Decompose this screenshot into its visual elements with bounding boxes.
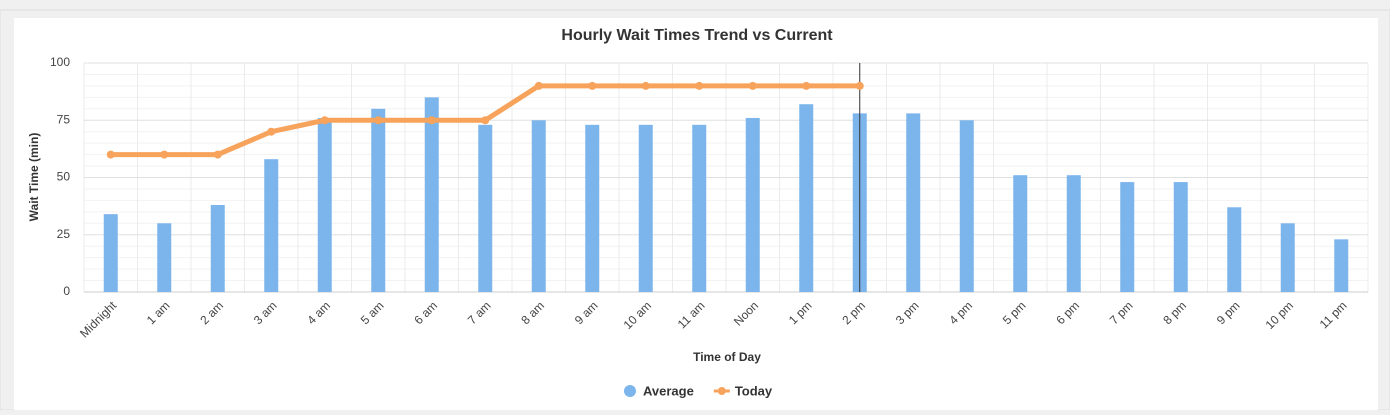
bar [692, 124, 707, 292]
bar [1013, 175, 1028, 292]
bar [478, 124, 493, 292]
bar [210, 204, 225, 292]
bar [531, 120, 546, 292]
line-point [748, 81, 757, 90]
line-point [641, 81, 650, 90]
line-point [320, 116, 329, 125]
line-point [802, 81, 811, 90]
y-tick-label: 0 [63, 284, 70, 298]
bar [317, 117, 332, 293]
bar [638, 124, 653, 292]
line-point [427, 116, 436, 125]
line-point [106, 150, 115, 159]
bar [1120, 182, 1135, 292]
bar [424, 97, 439, 292]
legend-label: Today [735, 383, 773, 398]
line-point [695, 81, 704, 90]
line-point [267, 127, 276, 136]
bar [264, 159, 279, 292]
bar [1066, 175, 1081, 292]
bar [906, 113, 921, 292]
line-point [855, 81, 864, 90]
bar [103, 214, 118, 292]
bar [799, 104, 814, 292]
bar [1334, 239, 1349, 292]
x-axis-title: Time of Day [693, 350, 761, 364]
legend-symbol [717, 387, 726, 395]
chart-title: Hourly Wait Times Trend vs Current [561, 27, 833, 44]
y-axis-title: Wait Time (min) [27, 133, 41, 222]
bar [1173, 182, 1188, 292]
line-point [588, 81, 597, 90]
bar [1227, 207, 1242, 292]
line-point [534, 81, 543, 90]
y-tick-label: 75 [57, 112, 71, 126]
bar [157, 223, 172, 292]
line-point [160, 150, 169, 159]
bar [371, 108, 386, 292]
line-point [374, 116, 383, 125]
bar [1280, 223, 1295, 292]
legend-label: Average [643, 383, 694, 398]
bar [585, 124, 600, 292]
line-point [213, 150, 222, 159]
y-tick-label: 100 [50, 55, 70, 69]
bar [745, 117, 760, 293]
y-tick-label: 50 [57, 170, 71, 184]
bar [959, 120, 974, 292]
legend-symbol [624, 385, 636, 397]
y-tick-label: 25 [57, 227, 71, 241]
line-point [481, 116, 490, 125]
